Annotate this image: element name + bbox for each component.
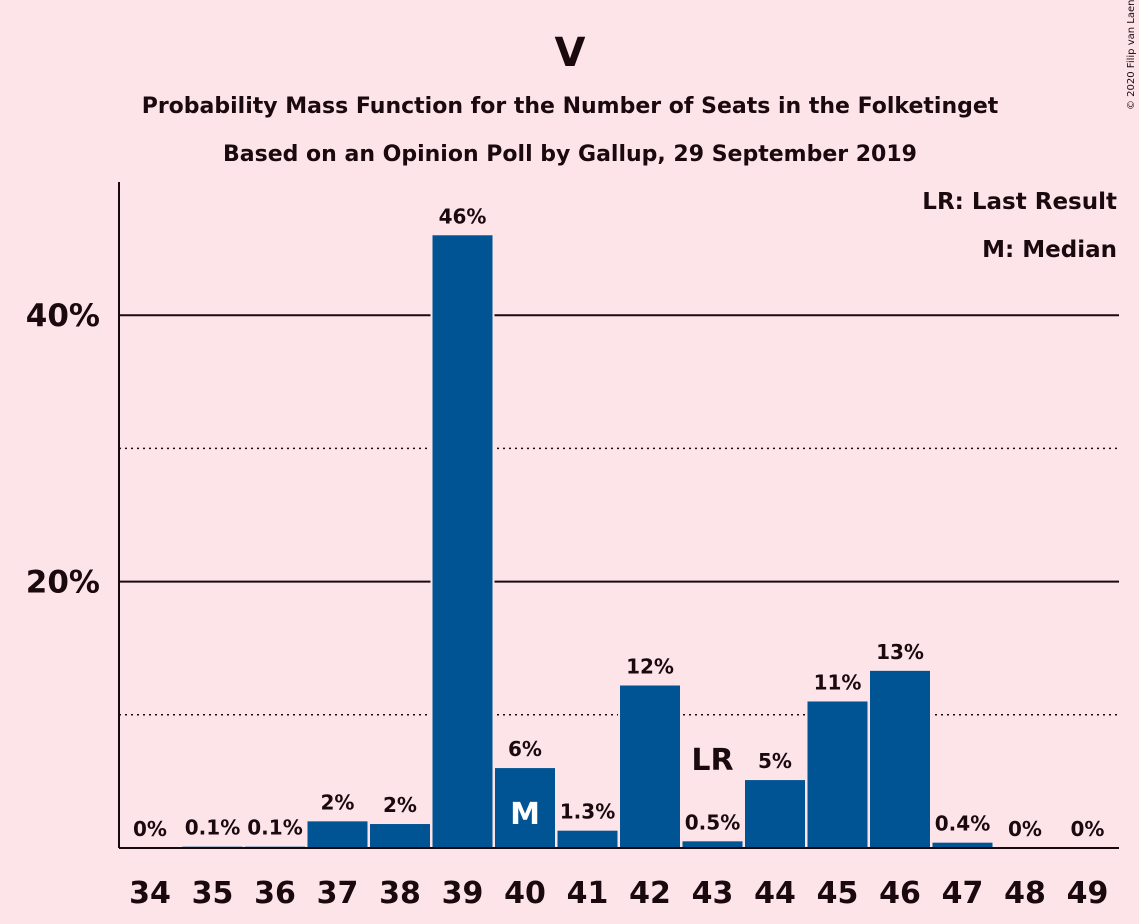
data-labels: 0% 0.1% 0.1% 2% 2% 46% 6% 1.3% 12% 0.5% 5% 11% 13% 0.… <box>133 204 1104 841</box>
x-tick-label: 44 <box>754 876 796 911</box>
x-tick-label: 49 <box>1067 876 1109 911</box>
bar-value-label: 0% <box>133 817 167 841</box>
bar-value-label: 12% <box>626 654 674 678</box>
x-tick-label: 37 <box>317 876 359 911</box>
y-tick-label: 20% <box>26 565 100 601</box>
markers: M LR <box>510 743 734 832</box>
bar <box>432 235 493 848</box>
bar-value-label: 46% <box>439 204 487 228</box>
bar-value-label: 11% <box>814 670 862 694</box>
chart-subtitle: Probability Mass Function for the Number… <box>142 94 999 119</box>
bar <box>870 670 930 848</box>
bar <box>745 780 805 848</box>
x-tick-label: 48 <box>1004 876 1046 911</box>
bar-value-label: 0.4% <box>935 812 990 836</box>
x-tick-label: 45 <box>817 876 859 911</box>
gridlines <box>119 314 1119 716</box>
bar-value-label: 0.1% <box>247 816 302 840</box>
legend-last-result: LR: Last Result <box>922 189 1117 215</box>
bar <box>307 821 368 848</box>
bar <box>932 842 993 848</box>
x-tick-label: 43 <box>692 876 734 911</box>
last-result-marker: LR <box>691 743 733 778</box>
bar-value-label: 0.5% <box>685 810 740 834</box>
bar-value-label: 0.1% <box>185 816 240 840</box>
legend-median: M: Median <box>982 237 1117 263</box>
bar-value-label: 2% <box>321 790 355 814</box>
bar-value-label: 13% <box>876 640 924 664</box>
bar-value-label: 0% <box>1071 817 1105 841</box>
x-tick-label: 46 <box>879 876 921 911</box>
x-tick-label: 47 <box>942 876 984 911</box>
bars <box>180 233 995 848</box>
bar <box>682 841 743 848</box>
bar-halo <box>180 844 245 848</box>
bar-value-label: 5% <box>758 749 792 773</box>
y-tick-label: 40% <box>26 298 100 334</box>
x-tick-label: 38 <box>379 876 421 911</box>
chart-subtitle-source: Based on an Opinion Poll by Gallup, 29 S… <box>223 142 917 167</box>
bar-halo <box>243 844 307 848</box>
x-tick-label: 40 <box>504 876 546 911</box>
bar <box>620 685 680 848</box>
bar-value-label: 2% <box>383 793 417 817</box>
y-axis-ticks: 20% 40% <box>26 298 100 600</box>
bar-value-label: 1.3% <box>560 800 615 824</box>
x-tick-label: 39 <box>442 876 484 911</box>
bar <box>370 824 430 848</box>
bar-value-label: 0% <box>1008 817 1042 841</box>
x-tick-label: 42 <box>629 876 671 911</box>
bar <box>557 830 618 848</box>
chart-title: V <box>555 30 586 76</box>
x-tick-label: 34 <box>129 876 171 911</box>
x-axis-ticks: 34 35 36 37 38 39 40 41 42 43 44 45 46 47 48 49 <box>129 876 1108 911</box>
x-tick-label: 35 <box>192 876 234 911</box>
bar <box>495 768 555 848</box>
bar <box>807 701 868 848</box>
median-marker: M <box>510 797 540 832</box>
bar-value-label: 6% <box>508 737 542 761</box>
x-tick-label: 41 <box>567 876 609 911</box>
x-tick-label: 36 <box>254 876 296 911</box>
copyright-note: © 2020 Filip van Laenen <box>1126 0 1137 110</box>
